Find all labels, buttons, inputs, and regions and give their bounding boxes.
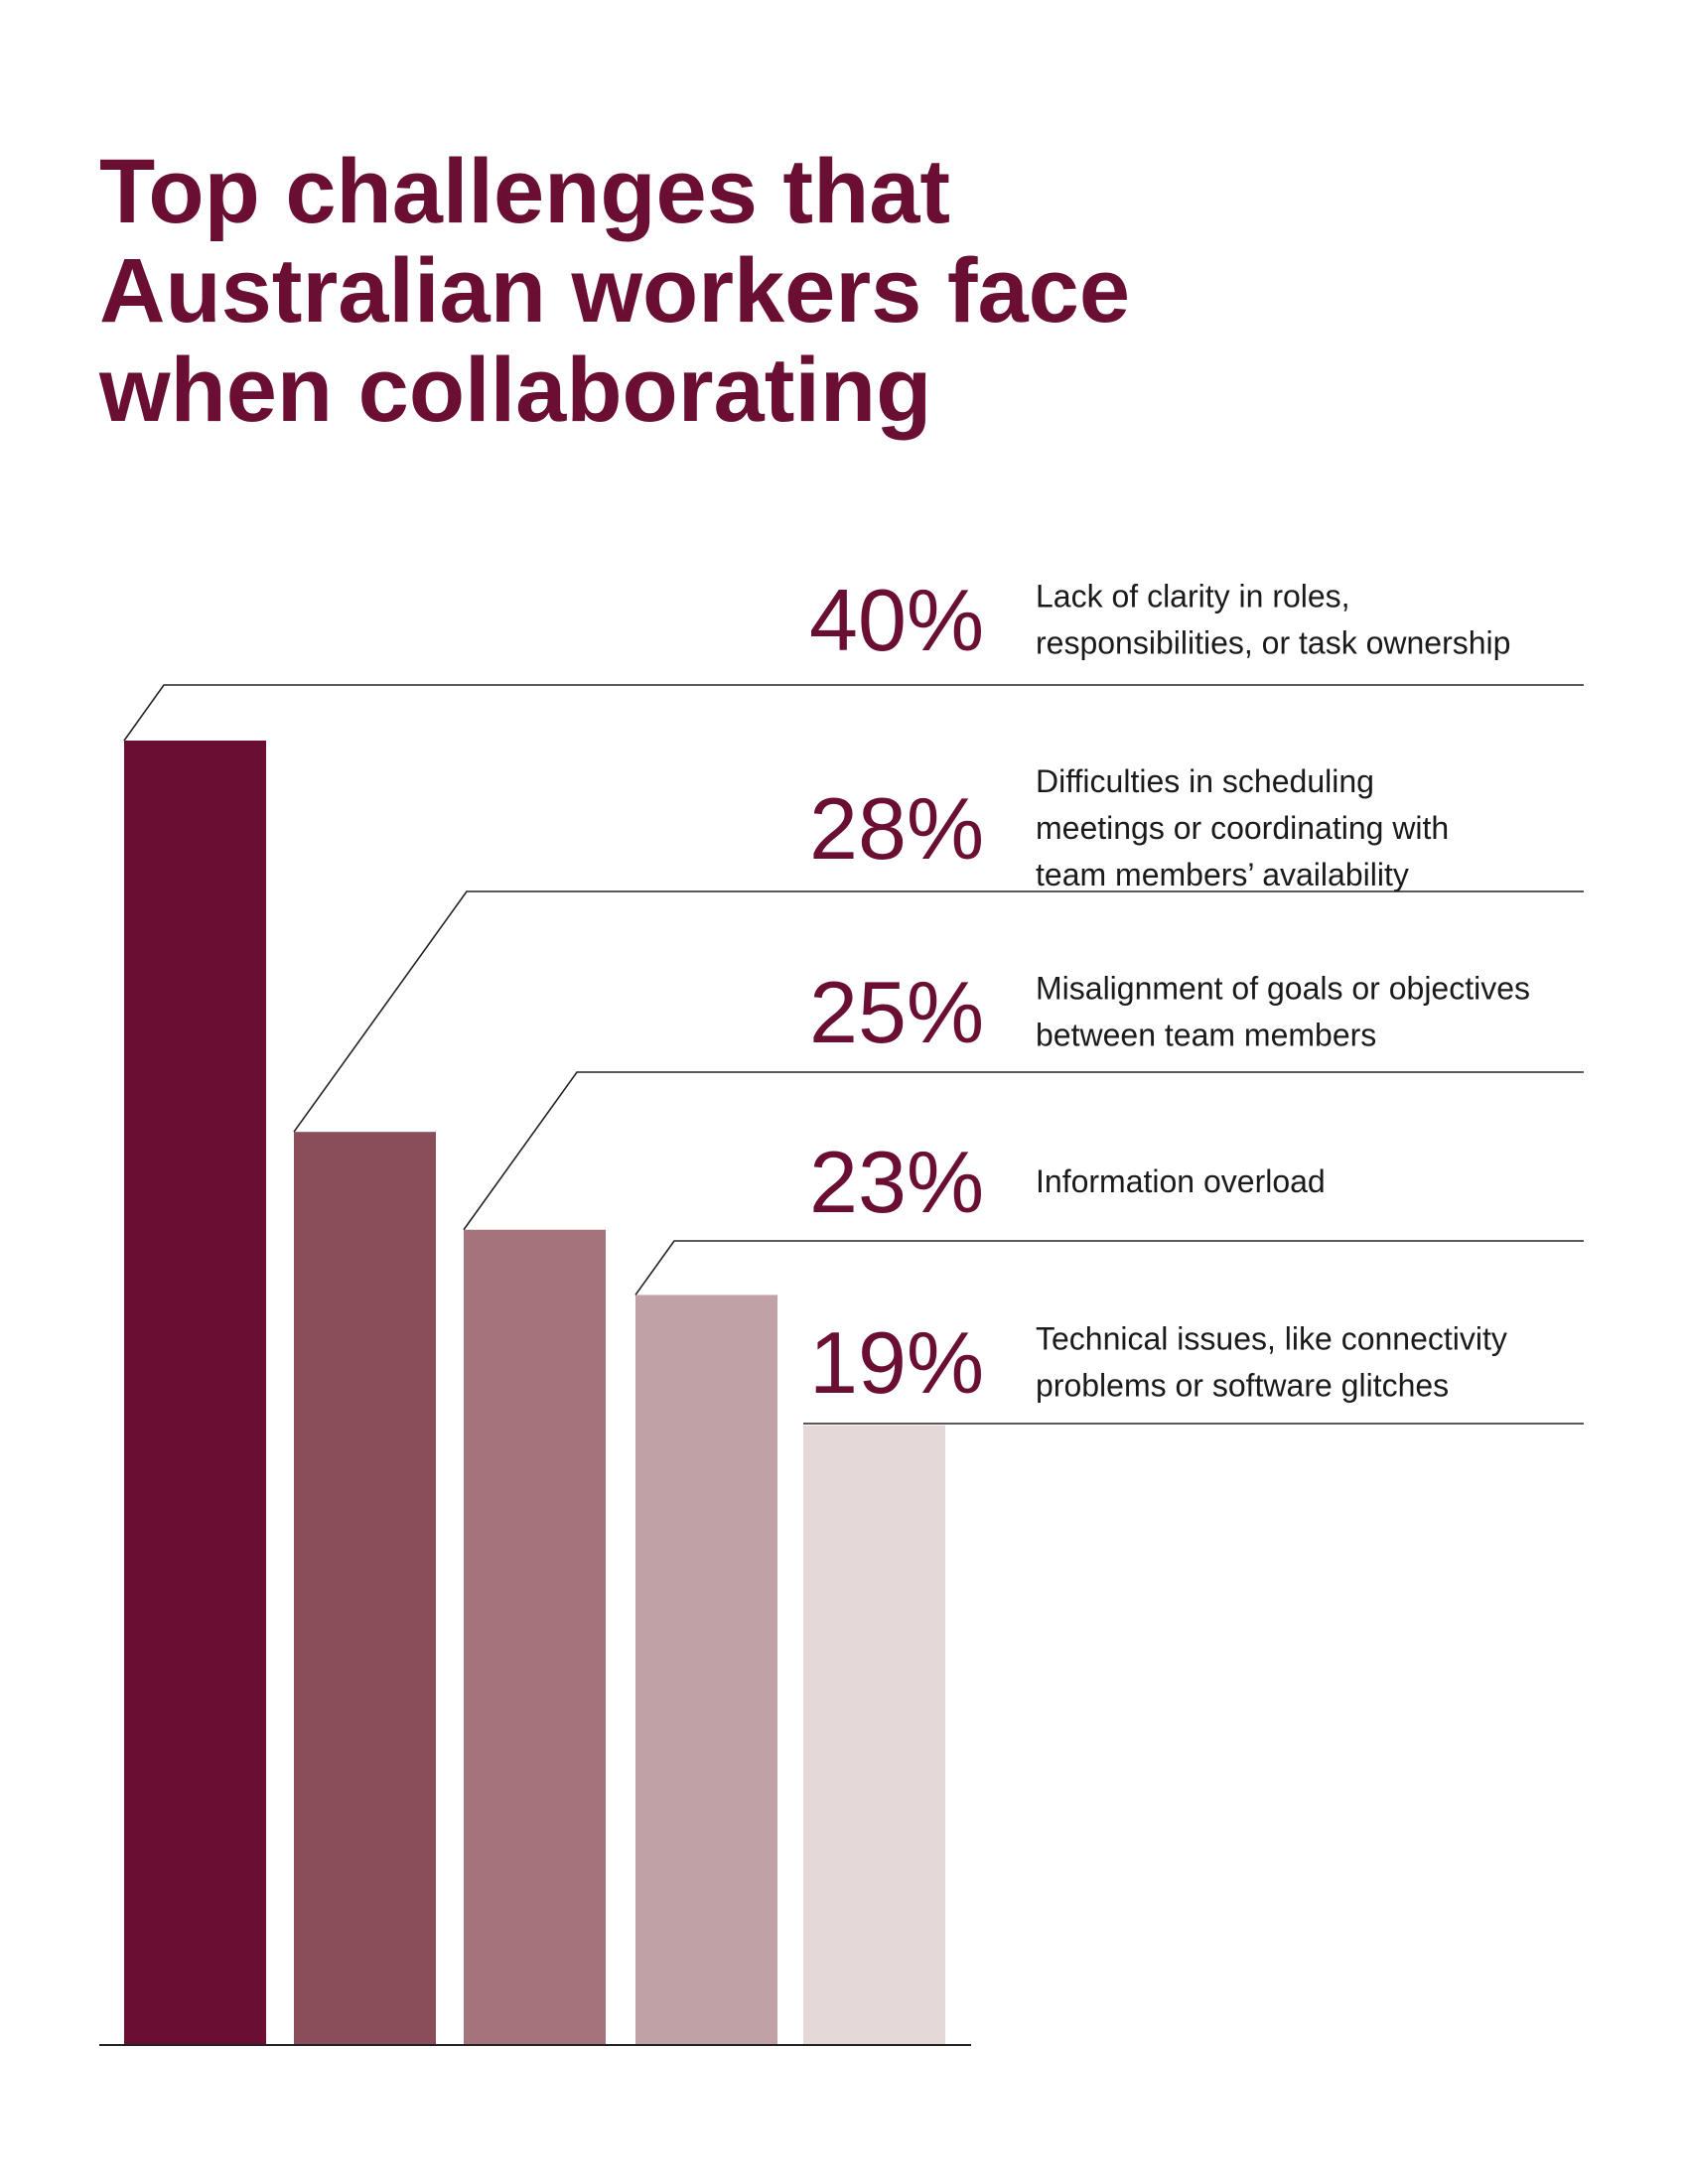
category-label-2-line-2: meetings or coordinating with <box>1036 810 1449 846</box>
category-label-1-line-1: Lack of clarity in roles, <box>1036 579 1350 614</box>
leader-line-1 <box>123 684 1584 742</box>
category-label-3-line-1: Misalignment of goals or objectives <box>1036 971 1530 1007</box>
bars <box>124 741 945 2045</box>
value-label-2: 28% <box>809 779 984 878</box>
value-labels: 40% Lack of clarity in roles, responsibili… <box>123 571 1584 1425</box>
value-label-5: 19% <box>809 1313 984 1412</box>
leader-line-2 <box>293 890 1584 1133</box>
category-label-2-line-3: team members’ availability <box>1036 857 1409 892</box>
bar-1 <box>124 741 266 2045</box>
bar-4 <box>635 1295 777 2045</box>
title-line-3: when collaborating <box>98 340 931 441</box>
bar-3 <box>464 1229 606 2045</box>
value-label-1: 40% <box>809 571 984 669</box>
chart-title: Top challenges that Australian workers f… <box>98 141 1130 441</box>
bar-5 <box>803 1425 945 2045</box>
category-label-1-line-2: responsibilities, or task ownership <box>1036 625 1510 661</box>
category-label-2-line-1: Difficulties in scheduling <box>1036 763 1374 799</box>
category-label-3-line-2: between team members <box>1036 1018 1376 1053</box>
category-label-4-line-1: Information overload <box>1036 1163 1326 1199</box>
title-line-2: Australian workers face <box>99 240 1130 341</box>
title-line-1: Top challenges that <box>99 141 950 242</box>
value-label-4: 23% <box>809 1133 984 1231</box>
bar-2 <box>294 1132 436 2045</box>
leader-line-4 <box>634 1240 1584 1296</box>
value-label-3: 25% <box>809 963 984 1061</box>
category-label-5-line-2: problems or software glitches <box>1036 1368 1449 1404</box>
category-label-5-line-1: Technical issues, like connectivity <box>1036 1321 1507 1357</box>
leader-line-3 <box>463 1071 1584 1231</box>
